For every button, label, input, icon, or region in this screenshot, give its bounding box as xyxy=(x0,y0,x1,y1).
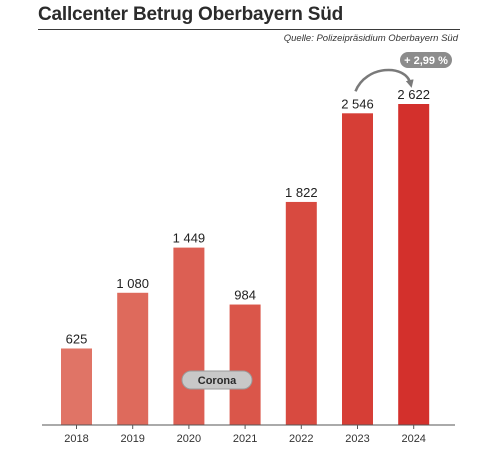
value-label-2024: 2 622 xyxy=(397,87,430,102)
change-badge: + 2,99 % xyxy=(400,52,452,68)
corona-annotation: Corona xyxy=(181,370,253,390)
change-arrow xyxy=(354,68,414,92)
corona-pill xyxy=(181,370,253,390)
x-tick-label-2018: 2018 xyxy=(64,433,88,445)
source-note: Quelle: Polizeipräsidium Oberbayern Süd xyxy=(283,33,458,44)
x-tick-label-2024: 2024 xyxy=(401,433,425,445)
bar-2020 xyxy=(173,247,205,425)
title-divider xyxy=(38,29,460,30)
bar-2018 xyxy=(61,348,92,425)
bar-2024 xyxy=(398,104,430,425)
corona-label: Corona xyxy=(198,375,237,387)
value-label-2021: 984 xyxy=(234,288,256,303)
value-label-2020: 1 449 xyxy=(173,231,206,246)
value-label-2023: 2 546 xyxy=(341,96,374,111)
value-label-2018: 625 xyxy=(66,331,88,346)
bar-2022 xyxy=(285,201,317,425)
x-tick-label-2023: 2023 xyxy=(345,433,369,445)
bar-2023 xyxy=(342,113,373,425)
chart-title: Callcenter Betrug Oberbayern Süd xyxy=(38,4,344,25)
change-label: + 2,99 % xyxy=(404,55,448,67)
bar-2021 xyxy=(229,304,261,425)
value-label-2022: 1 822 xyxy=(285,185,318,200)
x-tick-label-2021: 2021 xyxy=(233,433,257,445)
value-label-2019: 1 080 xyxy=(116,276,149,291)
x-tick-label-2020: 2020 xyxy=(177,433,201,445)
x-tick-label-2022: 2022 xyxy=(289,433,313,445)
change-badge-bg xyxy=(400,52,452,68)
x-tick-label-2019: 2019 xyxy=(120,433,144,445)
bar-2019 xyxy=(117,292,149,425)
